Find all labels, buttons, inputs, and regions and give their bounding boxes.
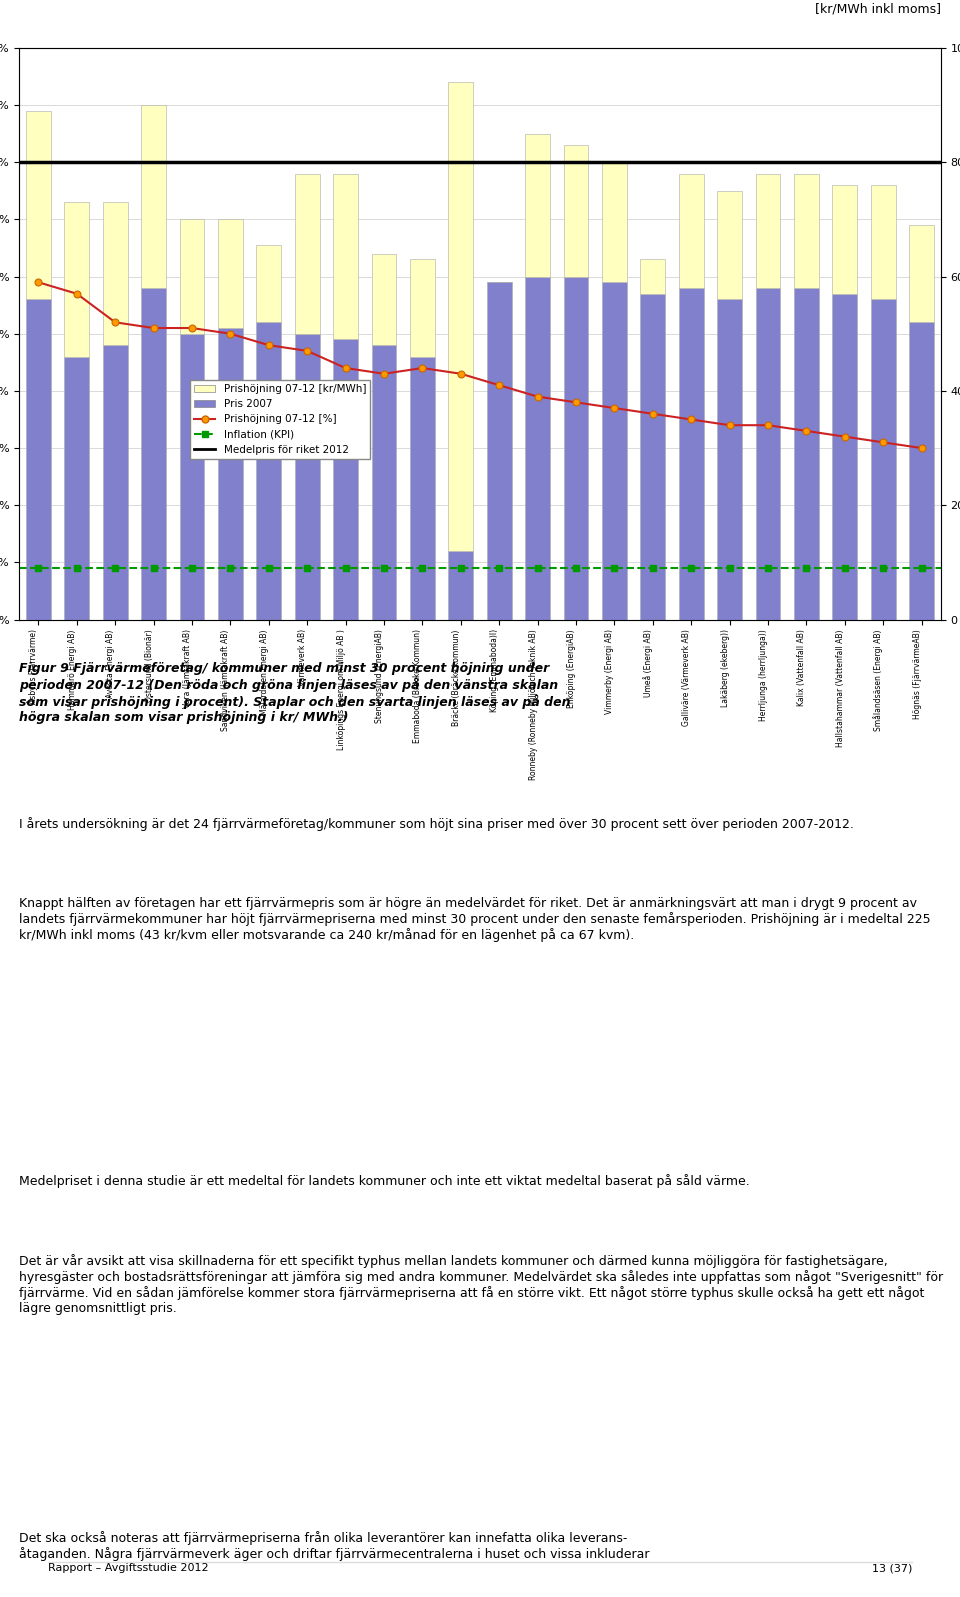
Text: Det är vår avsikt att visa skillnaderna för ett specifikt typhus mellan landets : Det är vår avsikt att visa skillnaderna … bbox=[19, 1254, 944, 1314]
Bar bbox=[103, 203, 128, 345]
Bar bbox=[717, 300, 742, 620]
Bar bbox=[832, 294, 857, 620]
Text: Knappt hälften av företagen har ett fjärrvärmepris som är högre än medelvärdet f: Knappt hälften av företagen har ett fjär… bbox=[19, 898, 931, 942]
Bar bbox=[410, 259, 435, 356]
Bar bbox=[871, 185, 896, 300]
Bar bbox=[218, 327, 243, 620]
Bar bbox=[756, 174, 780, 287]
Text: Figur 9 Fjärrvärmeföretag/ kommuner med minst 30 procent höjning under
perioden : Figur 9 Fjärrvärmeföretag/ kommuner med … bbox=[19, 661, 570, 723]
Bar bbox=[180, 219, 204, 334]
Bar bbox=[832, 185, 857, 294]
Bar bbox=[525, 134, 550, 276]
Bar bbox=[218, 219, 243, 327]
Text: [kr/MWh inkl moms]: [kr/MWh inkl moms] bbox=[815, 2, 941, 16]
Bar bbox=[602, 283, 627, 620]
Bar bbox=[871, 300, 896, 620]
Bar bbox=[295, 174, 320, 334]
Bar bbox=[333, 174, 358, 340]
Bar bbox=[256, 323, 281, 620]
Bar bbox=[640, 259, 665, 294]
Text: Medelpriset i denna studie är ett medeltal för landets kommuner och inte ett vik: Medelpriset i denna studie är ett medelt… bbox=[19, 1174, 750, 1188]
Bar bbox=[372, 345, 396, 620]
Bar bbox=[717, 190, 742, 300]
Bar bbox=[180, 334, 204, 620]
Bar bbox=[410, 356, 435, 620]
Text: Rapport – Avgiftsstudie 2012: Rapport – Avgiftsstudie 2012 bbox=[48, 1563, 208, 1573]
Bar bbox=[564, 276, 588, 620]
Bar bbox=[333, 340, 358, 620]
Bar bbox=[640, 294, 665, 620]
Bar bbox=[141, 105, 166, 287]
Bar bbox=[487, 283, 512, 620]
Bar bbox=[103, 345, 128, 620]
Bar bbox=[295, 334, 320, 620]
Legend: Prishöjning 07-12 [kr/MWh], Pris 2007, Prishöjning 07-12 [%], Inflation (KPI), M: Prishöjning 07-12 [kr/MWh], Pris 2007, P… bbox=[190, 380, 371, 458]
Bar bbox=[756, 287, 780, 620]
Bar bbox=[679, 174, 704, 287]
Bar bbox=[525, 276, 550, 620]
Bar bbox=[909, 225, 934, 323]
Bar bbox=[448, 551, 473, 620]
Bar bbox=[794, 174, 819, 287]
Bar bbox=[448, 81, 473, 551]
Bar bbox=[256, 244, 281, 323]
Bar bbox=[372, 254, 396, 345]
Bar bbox=[564, 145, 588, 276]
Bar bbox=[26, 300, 51, 620]
Bar bbox=[26, 110, 51, 300]
Text: I årets undersökning är det 24 fjärrvärmeföretag/kommuner som höjt sina priser m: I årets undersökning är det 24 fjärrvärm… bbox=[19, 818, 854, 832]
Text: Det ska också noteras att fjärrvärmepriserna från olika leverantörer kan innefat: Det ska också noteras att fjärrvärmepris… bbox=[19, 1532, 650, 1560]
Bar bbox=[909, 323, 934, 620]
Bar bbox=[64, 203, 89, 356]
Bar bbox=[64, 356, 89, 620]
Text: 13 (37): 13 (37) bbox=[872, 1563, 912, 1573]
Bar bbox=[679, 287, 704, 620]
Bar bbox=[141, 287, 166, 620]
Bar bbox=[602, 163, 627, 283]
Bar bbox=[794, 287, 819, 620]
